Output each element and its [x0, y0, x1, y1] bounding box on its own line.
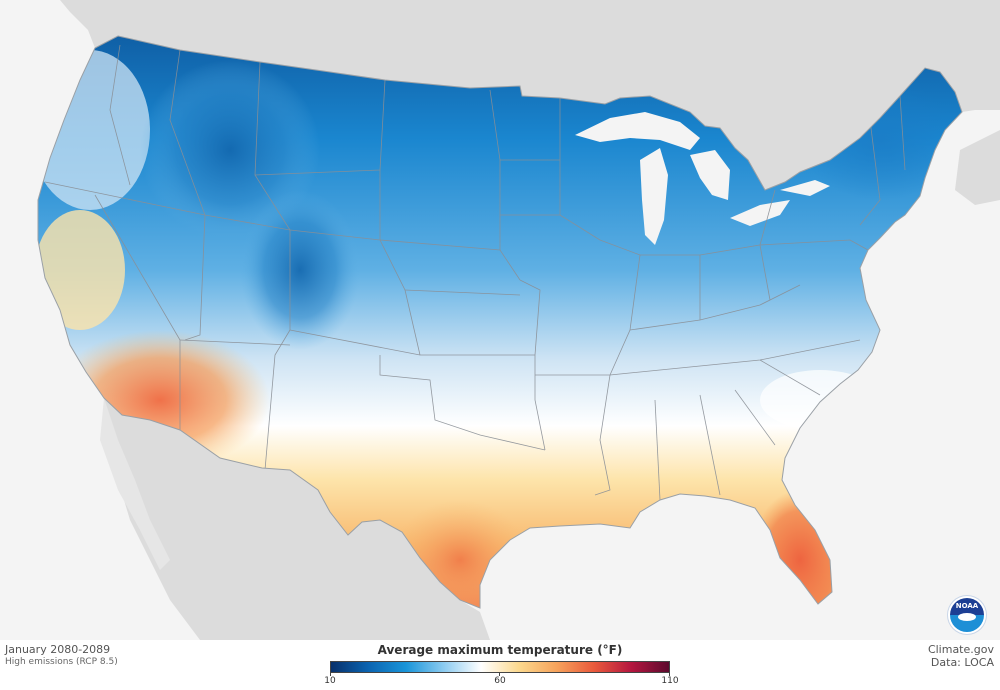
state-borders: [44, 44, 906, 501]
legend-title: Average maximum temperature (°F): [377, 643, 623, 657]
legend-color-bar: [330, 661, 670, 673]
temperature-map: NOAA: [37, 0, 1000, 640]
credit-site-label: Climate.gov: [927, 643, 994, 656]
legend-tick-max: [669, 673, 670, 676]
legend-mid-label: 60: [494, 676, 506, 686]
scenario-label: High emissions (RCP 8.5): [5, 657, 118, 667]
legend-min-label: 10: [324, 676, 336, 686]
legend-tick-mid: [499, 673, 500, 676]
legend-tick-min: [330, 673, 331, 676]
canada-landmass: [60, 0, 1000, 190]
seagull-icon: [958, 613, 976, 621]
map-svg: [37, 0, 1000, 640]
mexico-landmass: [104, 398, 490, 640]
great-lakes: [575, 112, 830, 245]
map-footer: January 2080-2089 High emissions (RCP 8.…: [0, 640, 1000, 690]
credit-data-label: Data: LOCA: [930, 656, 994, 669]
nova-scotia-landmass: [955, 130, 1000, 205]
time-period-label: January 2080-2089: [5, 643, 111, 656]
noaa-logo: NOAA: [948, 596, 986, 634]
legend-max-label: 110: [661, 676, 679, 686]
baja-peninsula: [100, 398, 170, 570]
